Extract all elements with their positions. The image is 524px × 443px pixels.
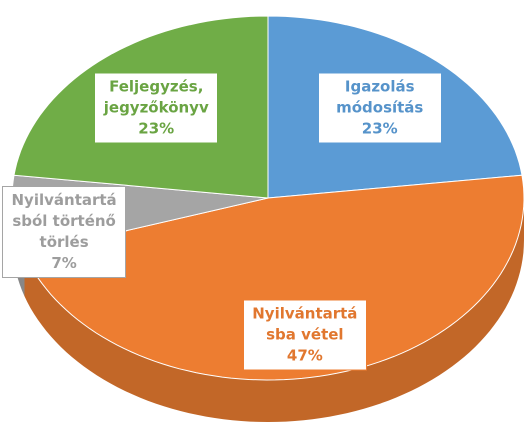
label-name: Nyilvántartásból történő törlés [11,190,117,251]
slice [23,174,524,381]
data-label: Igazolás módosítás 23% [317,72,442,144]
label-name: Feljegyzés, jegyzőkönyv [103,77,209,117]
label-value: 47% [286,346,323,365]
label-name: Igazolás módosítás [336,77,424,117]
label-value: 23% [138,119,175,138]
label-value: 23% [361,119,398,138]
slice-side [24,198,524,422]
data-label: Feljegyzés, jegyzőkönyv 23% [94,72,219,144]
label-value: 7% [51,253,77,272]
label-name: Nyilvántartásba vétel [252,304,358,344]
data-label: Nyilvántartásból történő törlés 7% [2,185,127,278]
data-label: Nyilvántartásba vétel 47% [242,299,367,371]
